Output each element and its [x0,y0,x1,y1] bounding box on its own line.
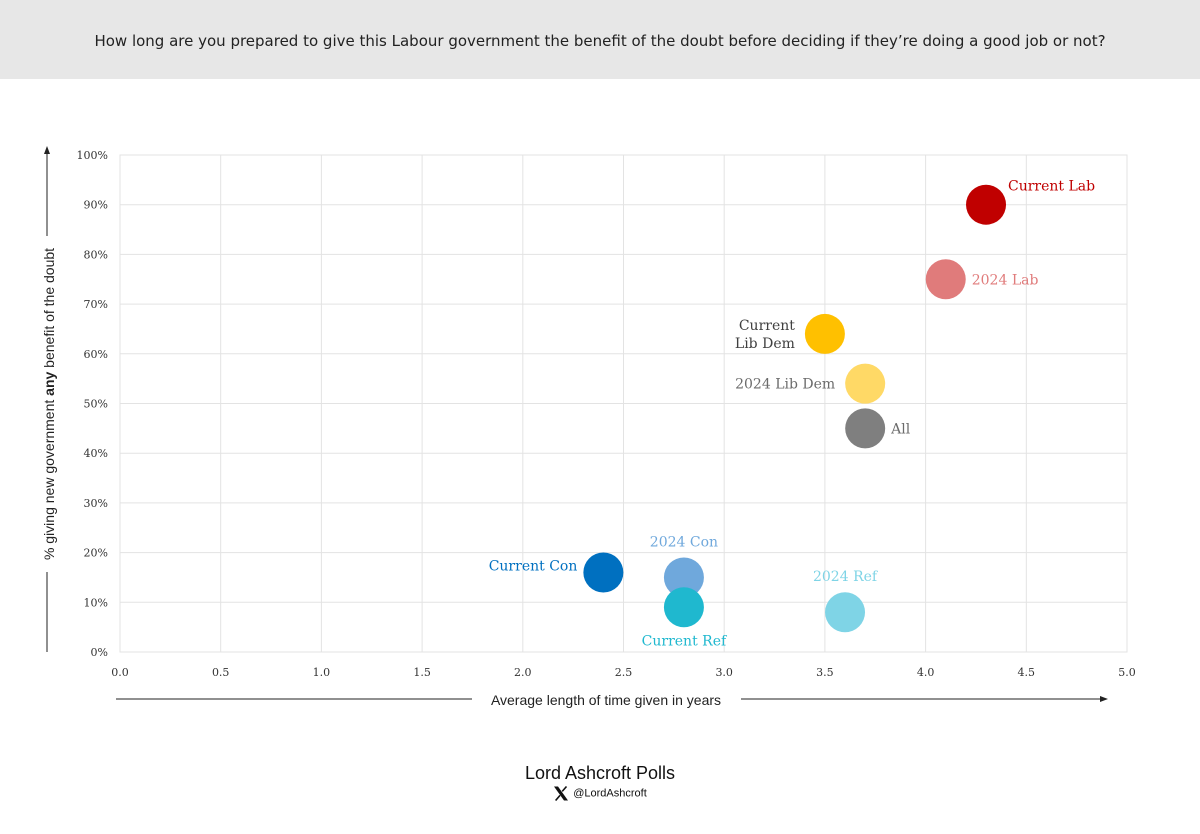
data-point-label: 2024 Lab [972,272,1039,288]
data-points [583,184,1007,633]
y-tick-label: 80% [84,248,108,261]
x-tick-label: 4.5 [1018,666,1036,679]
data-point-label: 2024 Con [650,534,718,550]
brand-name: Lord Ashcroft Polls [524,763,676,783]
data-point-label: Current Con [489,558,578,574]
data-point-label-line: Current Ref [642,633,728,649]
x-axis-ticks: 0.0 0.5 1.0 1.5 2.0 2.5 3.0 3.5 4.0 4.5 5.0 [111,666,1136,679]
data-point-label-line: 2024 Con [650,534,718,550]
y-tick-label: 20% [84,547,108,560]
data-point-bubble [804,313,845,354]
header-banner: How long are you prepared to give this L… [0,0,1200,79]
y-tick-label: 50% [84,398,108,411]
data-point-label-line: Current Con [489,558,578,574]
data-point-bubble [925,259,966,300]
y-axis-title-pre: % giving new government [41,396,57,560]
x-tick-label: 0.0 [111,666,129,679]
y-axis-title: % giving new government any benefit of t… [41,248,57,560]
y-tick-label: 60% [84,348,108,361]
x-axis-title: Average length of time given in years [491,692,721,708]
x-tick-label: 5.0 [1118,666,1136,679]
data-point-label: 2024 Ref [813,569,879,585]
y-tick-label: 70% [84,298,108,311]
y-tick-label: 0% [91,646,108,659]
x-logo-icon [554,786,569,801]
data-point-label: Current Lab [1008,179,1095,195]
x-tick-label: 1.0 [313,666,331,679]
data-point-label: 2024 Lib Dem [735,377,835,393]
x-tick-label: 2.5 [615,666,633,679]
x-tick-label: 0.5 [212,666,230,679]
x-tick-label: 4.0 [917,666,935,679]
data-point-label: Current Ref [642,633,728,649]
data-point-bubble [845,363,886,404]
social-handle-row: @LordAshcroft [0,786,1200,801]
data-point-label-line: 2024 Lab [972,272,1039,288]
chart-grid [119,154,1128,653]
y-axis-title-post: benefit of the doubt [41,248,57,372]
y-tick-label: 40% [84,447,108,460]
social-handle: @LordAshcroft [573,787,647,800]
x-axis-arrowhead [1100,696,1108,702]
x-tick-label: 3.5 [816,666,834,679]
y-tick-label: 100% [77,149,108,162]
data-point-bubble [663,557,704,598]
y-axis-ticks: 0% 10% 20% 30% 40% 50% 60% 70% 80% 90% 100% [77,149,108,659]
data-point-label-line: 2024 Ref [813,569,879,585]
data-point-label: All [890,421,911,437]
x-tick-label: 3.0 [715,666,733,679]
data-point-label-line: Current Lab [1008,179,1095,195]
data-point-bubble [825,592,866,633]
y-axis-arrowhead [44,146,50,154]
survey-question: How long are you prepared to give this L… [94,32,1106,50]
y-tick-label: 30% [84,497,108,510]
data-point-label-line: 2024 Lib Dem [735,377,835,393]
data-point-bubble [845,408,886,449]
data-labels: Current Lab 2024 Lab Current Lib Dem 2024 Li… [489,179,1095,650]
y-tick-label: 10% [84,596,108,609]
x-tick-label: 2.0 [514,666,532,679]
y-tick-label: 90% [84,199,108,212]
data-point-label-line: All [890,421,911,437]
data-point-bubble [583,552,624,593]
data-point-label-line: Lib Dem [735,336,795,352]
data-point-label-line: Current [739,318,795,334]
data-point-bubble [966,184,1007,225]
x-tick-label: 1.5 [413,666,431,679]
data-point-label: Current Lib Dem [735,318,795,352]
data-point-bubble [663,587,704,628]
y-axis-title-bold: any [41,372,57,396]
